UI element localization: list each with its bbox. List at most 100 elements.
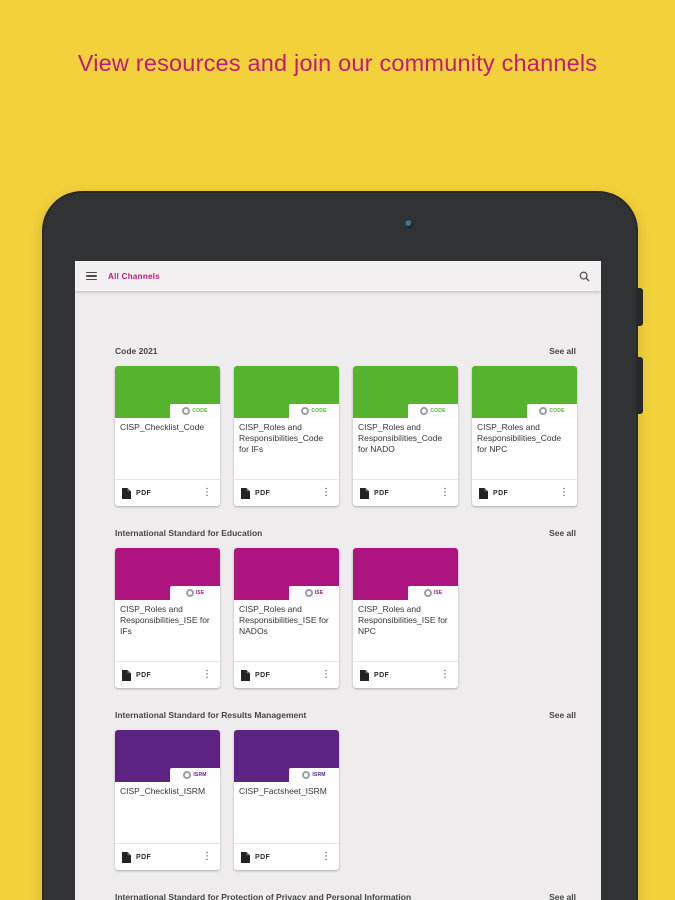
card-banner: ISRM (115, 730, 220, 782)
channel-logo-badge: ISRM (289, 768, 339, 782)
hamburger-menu-icon[interactable] (86, 271, 97, 281)
logo-ring-icon (539, 407, 548, 415)
card-banner: ISE (234, 548, 339, 600)
badge-label: CODE (430, 408, 446, 414)
pdf-file-icon (241, 851, 250, 863)
channel-logo-badge: ISE (408, 586, 458, 600)
file-type-label: PDF (255, 489, 271, 497)
logo-ring-icon (420, 407, 429, 415)
section-code-2021: Code 2021 See all CODE CISP_Checklist_Co… (115, 346, 577, 506)
card-banner: ISE (353, 548, 458, 600)
card-banner: CODE (472, 366, 577, 418)
kebab-menu-icon[interactable]: ⋮ (321, 669, 331, 680)
resource-card[interactable]: ISE CISP_Roles and Responsibilities_ISE … (234, 548, 339, 688)
logo-ring-icon (182, 407, 191, 415)
channel-logo-badge: CODE (289, 404, 339, 418)
pdf-file-icon (122, 669, 131, 681)
badge-label: CODE (549, 408, 565, 414)
card-banner: CODE (353, 366, 458, 418)
card-title: CISP_Roles and Responsibilities_ISE for … (239, 604, 329, 636)
pdf-file-icon (241, 669, 250, 681)
card-banner: CODE (115, 366, 220, 418)
file-type-label: PDF (374, 489, 390, 497)
file-type-label: PDF (136, 853, 152, 861)
tablet-power-button (637, 288, 643, 326)
pdf-file-icon (122, 487, 131, 499)
channel-logo-badge: CODE (170, 404, 220, 418)
logo-ring-icon (301, 407, 310, 415)
kebab-menu-icon[interactable]: ⋮ (321, 487, 331, 498)
section-title: International Standard for Education (115, 528, 263, 538)
section-isrm: International Standard for Results Manag… (115, 710, 577, 870)
section-title: International Standard for Results Manag… (115, 710, 307, 720)
section-ispppi: International Standard for Protection of… (115, 892, 577, 900)
badge-label: ISRM (312, 772, 326, 778)
kebab-menu-icon[interactable]: ⋮ (202, 669, 212, 680)
resource-card[interactable]: CODE CISP_Roles and Responsibilities_Cod… (353, 366, 458, 506)
badge-label: ISE (195, 590, 205, 596)
kebab-menu-icon[interactable]: ⋮ (440, 487, 450, 498)
card-banner: ISE (115, 548, 220, 600)
card-title: CISP_Factsheet_ISRM (239, 786, 327, 796)
section-title: Code 2021 (115, 346, 158, 356)
page-title: All Channels (108, 271, 161, 281)
logo-ring-icon (302, 771, 311, 779)
badge-label: ISRM (193, 772, 207, 778)
channel-logo-badge: CODE (408, 404, 458, 418)
logo-ring-icon (185, 589, 194, 597)
resource-card[interactable]: CODE CISP_Roles and Responsibilities_Cod… (234, 366, 339, 506)
file-type-label: PDF (493, 489, 509, 497)
logo-ring-icon (304, 589, 313, 597)
logo-ring-icon (423, 589, 432, 597)
badge-label: ISE (314, 590, 324, 596)
resource-card[interactable]: ISRM CISP_Checklist_ISRM PDF ⋮ (115, 730, 220, 870)
card-title: CISP_Roles and Responsibilities_ISE for … (120, 604, 210, 636)
see-all-link[interactable]: See all (549, 528, 576, 538)
resource-card[interactable]: CODE CISP_Checklist_Code PDF ⋮ (115, 366, 220, 506)
pdf-file-icon (360, 487, 369, 499)
pdf-file-icon (479, 487, 488, 499)
channel-list: Code 2021 See all CODE CISP_Checklist_Co… (75, 291, 601, 900)
channel-logo-badge: CODE (527, 404, 577, 418)
pdf-file-icon (360, 669, 369, 681)
headline-text: View resources and join our community ch… (77, 50, 598, 76)
file-type-label: PDF (374, 671, 390, 679)
card-banner: CODE (234, 366, 339, 418)
resource-card[interactable]: ISE CISP_Roles and Responsibilities_ISE … (353, 548, 458, 688)
section-ise: International Standard for Education See… (115, 528, 577, 688)
pdf-file-icon (122, 851, 131, 863)
kebab-menu-icon[interactable]: ⋮ (202, 851, 212, 862)
file-type-label: PDF (255, 671, 271, 679)
tablet-camera (405, 220, 413, 228)
resource-card[interactable]: ISE CISP_Roles and Responsibilities_ISE … (115, 548, 220, 688)
kebab-menu-icon[interactable]: ⋮ (559, 487, 569, 498)
badge-label: CODE (192, 408, 208, 414)
file-type-label: PDF (136, 671, 152, 679)
resource-card[interactable]: CODE CISP_Roles and Responsibilities_Cod… (472, 366, 577, 506)
channel-logo-badge: ISE (170, 586, 220, 600)
badge-label: CODE (311, 408, 327, 414)
resource-card[interactable]: ISRM CISP_Factsheet_ISRM PDF ⋮ (234, 730, 339, 870)
kebab-menu-icon[interactable]: ⋮ (321, 851, 331, 862)
app-bar: All Channels (75, 261, 601, 291)
app-screen: All Channels Code 2021 See all (75, 261, 601, 900)
badge-label: ISE (433, 590, 443, 596)
pdf-file-icon (241, 487, 250, 499)
card-title: CISP_Checklist_ISRM (120, 786, 206, 796)
channel-logo-badge: ISE (289, 586, 339, 600)
card-banner: ISRM (234, 730, 339, 782)
channel-logo-badge: ISRM (170, 768, 220, 782)
see-all-link[interactable]: See all (549, 710, 576, 720)
file-type-label: PDF (136, 489, 152, 497)
card-title: CISP_Roles and Responsibilities_Code for… (239, 422, 324, 454)
search-icon[interactable] (578, 270, 590, 282)
see-all-link[interactable]: See all (549, 892, 576, 900)
logo-ring-icon (183, 771, 192, 779)
kebab-menu-icon[interactable]: ⋮ (440, 669, 450, 680)
see-all-link[interactable]: See all (549, 346, 576, 356)
tablet-volume-button (637, 357, 643, 414)
kebab-menu-icon[interactable]: ⋮ (202, 487, 212, 498)
section-title: International Standard for Protection of… (115, 892, 412, 900)
file-type-label: PDF (255, 853, 271, 861)
